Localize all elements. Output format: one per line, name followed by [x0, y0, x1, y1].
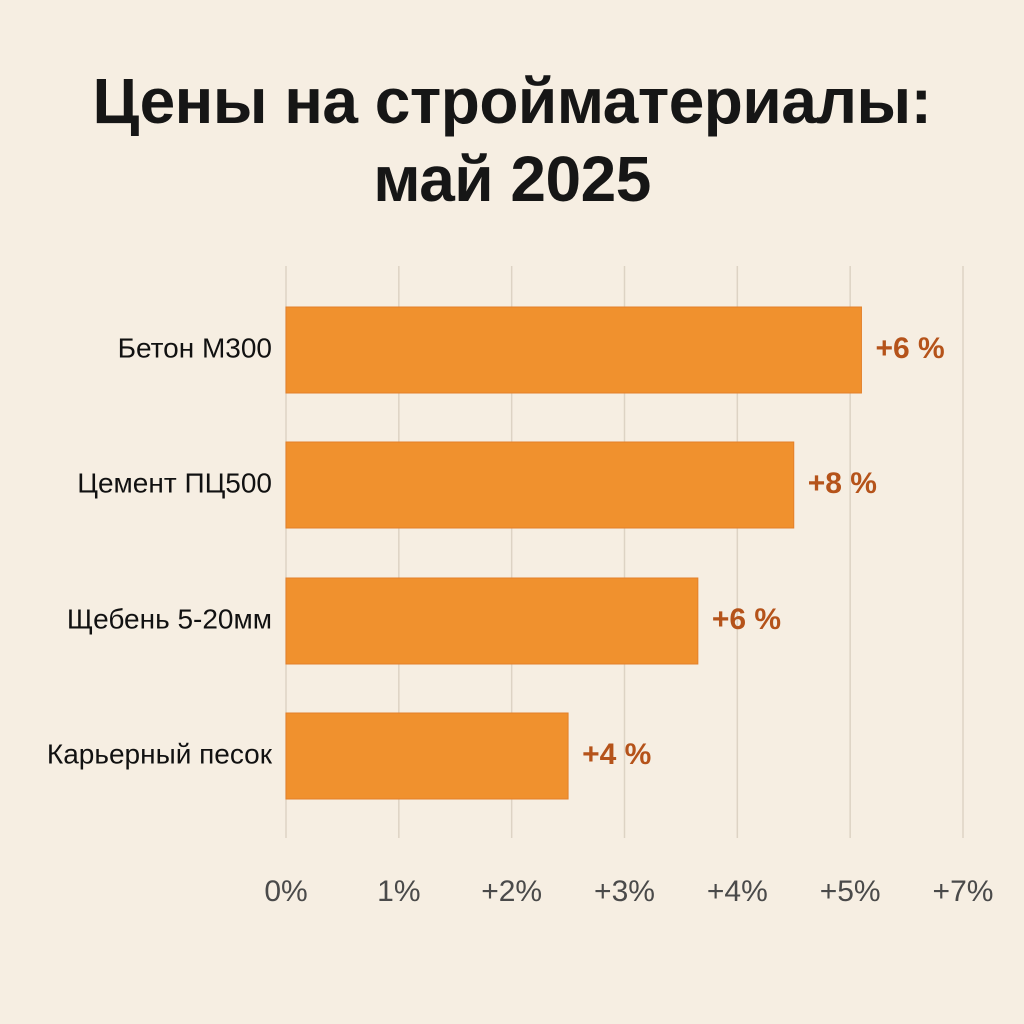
- chart-title-line-2: май 2025: [373, 143, 651, 215]
- bar: [285, 712, 569, 800]
- x-tick-label: +3%: [594, 875, 655, 908]
- bar-value-label: +8 %: [808, 467, 877, 500]
- chart-title-line-1: Цены на стройматериалы:: [92, 65, 932, 137]
- bar-value-label: +6 %: [875, 332, 944, 365]
- chart-title: Цены на стройматериалы: май 2025: [0, 62, 1024, 218]
- category-label: Бетон М300: [118, 332, 272, 363]
- category-label: Карьерный песок: [47, 738, 273, 769]
- x-axis-tick-labels: 0% 1% +2% +3% +4% +5% +7%: [264, 875, 993, 908]
- x-tick-label: 0%: [264, 875, 307, 908]
- bar: [285, 577, 699, 665]
- data-labels: +6 % +8 % +6 % +4 %: [582, 332, 945, 771]
- bar: [285, 441, 795, 529]
- bars: [285, 306, 862, 800]
- category-labels: Бетон М300 Цемент ПЦ500 Щебень 5-20мм Карье…: [47, 332, 273, 769]
- bar-value-label: +4 %: [582, 738, 651, 771]
- x-tick-label: +7%: [933, 875, 994, 908]
- x-tick-label: 1%: [377, 875, 420, 908]
- x-tick-label: +2%: [481, 875, 542, 908]
- category-label: Щебень 5-20мм: [67, 603, 272, 634]
- x-tick-label: +4%: [707, 875, 768, 908]
- category-label: Цемент ПЦ500: [77, 467, 272, 498]
- bar: [285, 306, 862, 394]
- x-tick-label: +5%: [820, 875, 881, 908]
- bar-value-label: +6 %: [712, 603, 781, 636]
